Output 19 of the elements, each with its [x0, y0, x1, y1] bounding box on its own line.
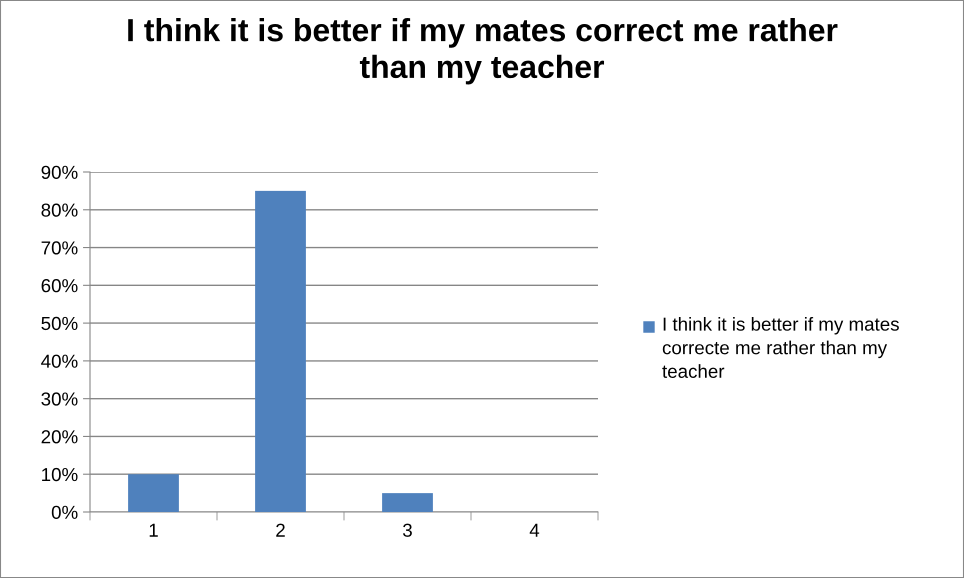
- legend-label: I think it is better if my mates correcte me rather than my teacher: [662, 317, 899, 378]
- y-tick-label: 50%: [41, 316, 78, 330]
- y-tick-label: 60%: [42, 279, 78, 292]
- y-tick-label: 30%: [41, 392, 78, 406]
- y-tick-label: 90%: [42, 166, 78, 179]
- chart-title: I think it is better if my mates correct me rather than my teacher: [128, 18, 838, 84]
- bar: [382, 493, 433, 512]
- x-tick-label: 3: [403, 524, 412, 537]
- bar: [128, 474, 179, 512]
- y-tick-label: 0%: [52, 506, 78, 519]
- y-tick-label: 70%: [42, 241, 78, 255]
- y-tick-label: 40%: [41, 354, 78, 368]
- y-tick-label: 10%: [42, 468, 78, 482]
- y-tick-label: 80%: [41, 203, 78, 217]
- bar: [255, 190, 306, 512]
- x-tick-label: 2: [276, 524, 285, 537]
- x-tick-label: 4: [530, 524, 540, 537]
- y-tick-label: 20%: [42, 430, 78, 444]
- x-tick-label: 1: [150, 524, 158, 537]
